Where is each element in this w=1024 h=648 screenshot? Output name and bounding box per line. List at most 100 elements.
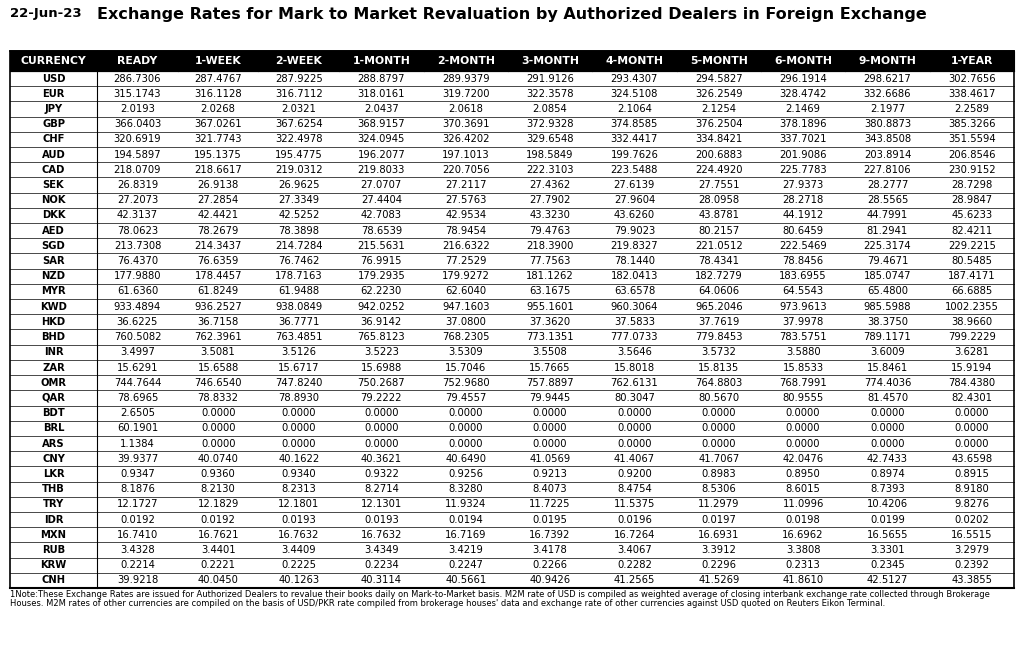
Text: 0.0000: 0.0000 <box>282 439 316 448</box>
Text: 0.0202: 0.0202 <box>954 515 989 525</box>
Text: 0.0000: 0.0000 <box>282 423 316 434</box>
Bar <box>424 51 508 71</box>
Text: 40.3114: 40.3114 <box>360 575 401 585</box>
Text: 1Note:These Exchange Rates are issued for Authorized Dealers to revalue their bo: 1Note:These Exchange Rates are issued fo… <box>10 590 990 599</box>
Text: 0.0000: 0.0000 <box>870 439 905 448</box>
Bar <box>10 527 1014 542</box>
Text: 15.8533: 15.8533 <box>782 362 823 373</box>
Text: 302.7656: 302.7656 <box>948 74 995 84</box>
Text: 0.0000: 0.0000 <box>532 408 567 418</box>
Text: 0.2296: 0.2296 <box>701 560 736 570</box>
Text: CURRENCY: CURRENCY <box>20 56 86 66</box>
Text: 27.4362: 27.4362 <box>529 180 570 190</box>
Text: READY: READY <box>118 56 158 66</box>
Text: 3.5081: 3.5081 <box>201 347 236 357</box>
Bar <box>10 497 1014 512</box>
Text: 206.8546: 206.8546 <box>948 150 995 159</box>
Text: 15.9194: 15.9194 <box>951 362 992 373</box>
Text: 41.4067: 41.4067 <box>613 454 655 464</box>
Text: 80.6459: 80.6459 <box>782 226 823 236</box>
Bar <box>10 71 1014 86</box>
Text: JPY: JPY <box>44 104 62 114</box>
Text: SAR: SAR <box>42 256 65 266</box>
Text: 0.0000: 0.0000 <box>201 423 236 434</box>
Text: 0.8974: 0.8974 <box>870 469 905 479</box>
Text: 37.7619: 37.7619 <box>698 317 739 327</box>
Text: 42.5252: 42.5252 <box>279 211 319 220</box>
Text: 28.2777: 28.2777 <box>866 180 908 190</box>
Text: 291.9126: 291.9126 <box>526 74 574 84</box>
Text: 182.0413: 182.0413 <box>610 272 658 281</box>
Text: 0.9256: 0.9256 <box>449 469 483 479</box>
Bar <box>10 329 1014 345</box>
Text: 79.4763: 79.4763 <box>529 226 570 236</box>
Text: DKK: DKK <box>42 211 66 220</box>
Text: 12.1801: 12.1801 <box>279 500 319 509</box>
Text: 0.0192: 0.0192 <box>201 515 236 525</box>
Text: 0.9213: 0.9213 <box>532 469 567 479</box>
Text: 16.7632: 16.7632 <box>279 530 319 540</box>
Text: 8.5306: 8.5306 <box>701 484 736 494</box>
Text: 316.1128: 316.1128 <box>195 89 242 98</box>
Text: 380.8873: 380.8873 <box>864 119 911 129</box>
Bar <box>10 284 1014 299</box>
Text: 0.0197: 0.0197 <box>701 515 736 525</box>
Text: 329.6548: 329.6548 <box>526 134 573 145</box>
Text: 26.8319: 26.8319 <box>117 180 158 190</box>
Text: 218.3900: 218.3900 <box>526 241 573 251</box>
Bar <box>10 557 1014 573</box>
Text: 187.4171: 187.4171 <box>948 272 995 281</box>
Text: 2.0618: 2.0618 <box>449 104 483 114</box>
Text: 0.9340: 0.9340 <box>282 469 316 479</box>
Text: LKR: LKR <box>43 469 65 479</box>
Bar <box>508 51 592 71</box>
Text: 372.9328: 372.9328 <box>526 119 573 129</box>
Text: 378.1896: 378.1896 <box>779 119 826 129</box>
Text: 16.6931: 16.6931 <box>698 530 739 540</box>
Bar <box>10 299 1014 314</box>
Text: 36.7158: 36.7158 <box>198 317 239 327</box>
Text: 218.6617: 218.6617 <box>195 165 242 175</box>
Text: 3.5126: 3.5126 <box>282 347 316 357</box>
Text: 0.0000: 0.0000 <box>449 423 483 434</box>
Text: 78.8332: 78.8332 <box>198 393 239 403</box>
Text: 80.5485: 80.5485 <box>951 256 992 266</box>
Text: 28.0958: 28.0958 <box>698 195 739 205</box>
Text: 181.1262: 181.1262 <box>526 272 573 281</box>
Text: 8.6015: 8.6015 <box>785 484 820 494</box>
Text: 80.3047: 80.3047 <box>614 393 654 403</box>
Text: 3.3808: 3.3808 <box>785 545 820 555</box>
Text: 3.4219: 3.4219 <box>449 545 483 555</box>
Bar <box>10 467 1014 481</box>
Text: 27.5763: 27.5763 <box>445 195 486 205</box>
Text: 15.8018: 15.8018 <box>613 362 655 373</box>
Text: 374.8585: 374.8585 <box>610 119 658 129</box>
Text: 178.4457: 178.4457 <box>195 272 242 281</box>
Text: 0.0000: 0.0000 <box>532 439 567 448</box>
Text: 2.0193: 2.0193 <box>120 104 155 114</box>
Text: 0.0000: 0.0000 <box>201 439 236 448</box>
Text: QAR: QAR <box>42 393 66 403</box>
Text: 15.7046: 15.7046 <box>445 362 486 373</box>
Text: 779.8453: 779.8453 <box>695 332 742 342</box>
Text: 296.1914: 296.1914 <box>779 74 827 84</box>
Text: 44.1912: 44.1912 <box>782 211 823 220</box>
Text: 11.9324: 11.9324 <box>445 500 486 509</box>
Text: 79.2222: 79.2222 <box>360 393 402 403</box>
Text: 11.2979: 11.2979 <box>698 500 739 509</box>
Text: 16.7392: 16.7392 <box>529 530 570 540</box>
Text: 752.9680: 752.9680 <box>442 378 489 388</box>
Text: 40.1622: 40.1622 <box>279 454 319 464</box>
Text: 3.6281: 3.6281 <box>954 347 989 357</box>
Bar <box>10 542 1014 557</box>
Text: 77.7563: 77.7563 <box>529 256 570 266</box>
Text: 41.2565: 41.2565 <box>613 575 655 585</box>
Text: 293.4307: 293.4307 <box>610 74 658 84</box>
Text: 218.0709: 218.0709 <box>114 165 161 175</box>
Text: 376.2504: 376.2504 <box>695 119 742 129</box>
Text: 326.4202: 326.4202 <box>442 134 489 145</box>
Text: 28.9847: 28.9847 <box>951 195 992 205</box>
Text: 0.0000: 0.0000 <box>870 408 905 418</box>
Text: 43.3855: 43.3855 <box>951 575 992 585</box>
Text: 8.2130: 8.2130 <box>201 484 236 494</box>
